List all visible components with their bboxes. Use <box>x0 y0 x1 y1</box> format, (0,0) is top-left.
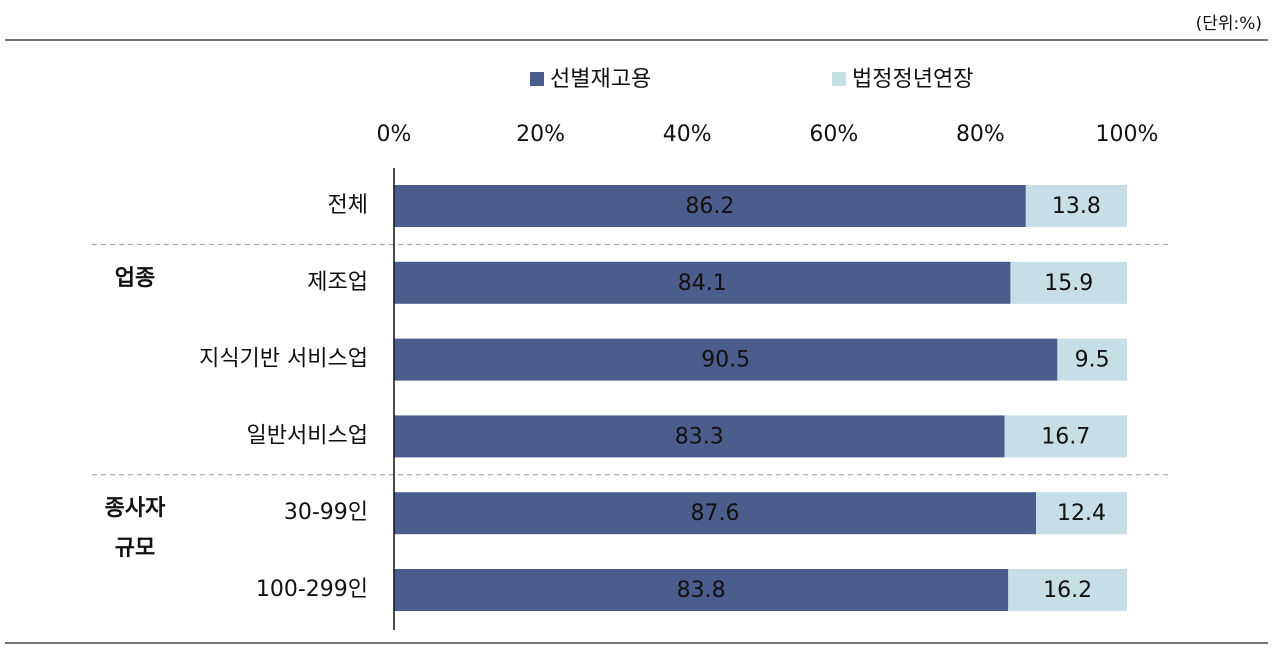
group-label-line: 규모 <box>115 536 155 561</box>
legend-label: 선별재고용 <box>550 67 651 92</box>
bar-segment <box>394 185 1026 227</box>
y-tick-label: 30-99인 <box>284 500 368 525</box>
bar-segment <box>394 261 1011 304</box>
x-tick-label: 100% <box>1096 122 1159 147</box>
value-label: 87.6 <box>691 501 740 526</box>
bar-segment <box>394 338 1058 381</box>
y-tick-label: 100-299인 <box>256 577 368 602</box>
y-tick-label: 제조업 <box>307 270 368 295</box>
bar-segment <box>1010 261 1127 304</box>
group-label: 업종 <box>115 266 155 291</box>
bar-segment <box>394 415 1005 458</box>
x-tick-label: 20% <box>516 122 565 147</box>
bar-segment <box>1036 492 1127 535</box>
y-tick-label: 일반서비스업 <box>247 423 368 448</box>
x-tick-label: 40% <box>663 122 712 147</box>
bar-segment <box>1025 185 1127 227</box>
value-label: 90.5 <box>701 348 750 373</box>
legend-swatch <box>832 72 846 86</box>
value-label: 9.5 <box>1075 348 1110 373</box>
value-label: 15.9 <box>1044 271 1093 296</box>
legend-label: 법정정년연장 <box>852 67 973 92</box>
value-label: 13.8 <box>1052 194 1101 219</box>
x-tick-label: 80% <box>956 122 1005 147</box>
value-label: 16.2 <box>1043 578 1092 603</box>
bar-segment <box>394 492 1037 535</box>
legend-swatch <box>530 72 544 86</box>
value-label: 83.3 <box>675 424 724 449</box>
value-label: 12.4 <box>1057 501 1106 526</box>
value-label: 16.7 <box>1041 424 1090 449</box>
unit-label: (단위:%) <box>1196 14 1262 34</box>
x-tick-label: 60% <box>809 122 858 147</box>
bar-segment <box>394 569 1009 611</box>
y-tick-label: 전체 <box>328 193 368 218</box>
bar-segment <box>1004 415 1127 458</box>
value-label: 83.8 <box>677 578 726 603</box>
bar-segment <box>1008 569 1127 611</box>
bar-segment <box>1057 338 1127 381</box>
x-tick-label: 0% <box>377 122 412 147</box>
group-label-line: 종사자 <box>105 496 166 521</box>
value-label: 84.1 <box>678 271 727 296</box>
y-tick-label: 지식기반 서비스업 <box>199 347 368 372</box>
value-label: 86.2 <box>685 194 734 219</box>
